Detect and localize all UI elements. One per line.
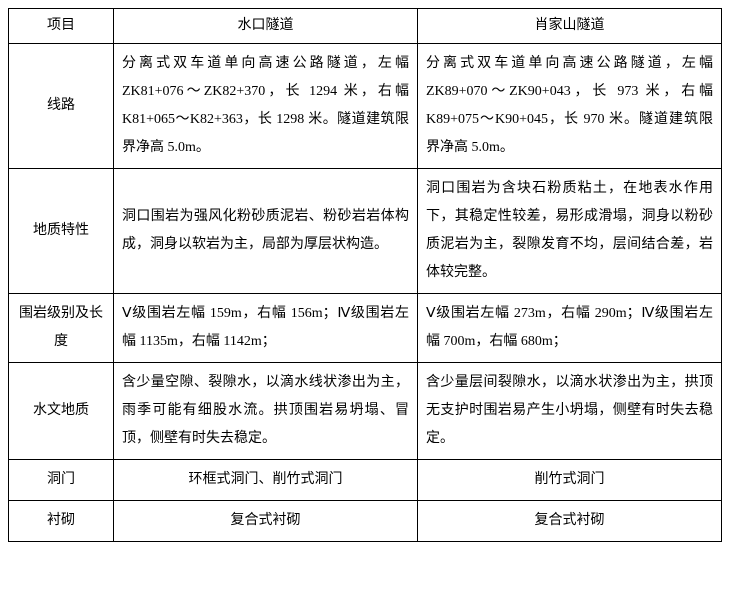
row-cell: 分离式双车道单向高速公路隧道，左幅 ZK89+070～ZK90+043，长 97… [418,44,722,169]
table-body: 项目 水口隧道 肖家山隧道 线路 分离式双车道单向高速公路隧道，左幅 ZK81+… [9,9,722,542]
table-row: 洞门 环框式洞门、削竹式洞门 削竹式洞门 [9,460,722,501]
row-cell: Ⅴ级围岩左幅 159m，右幅 156m；Ⅳ级围岩左幅 1135m，右幅 1142… [114,294,418,363]
row-cell: 环框式洞门、削竹式洞门 [114,460,418,501]
table-row: 地质特性 洞口围岩为强风化粉砂质泥岩、粉砂岩岩体构成，洞身以软岩为主，局部为厚层… [9,169,722,294]
row-label-portal: 洞门 [9,460,114,501]
row-label-route: 线路 [9,44,114,169]
row-cell: 复合式衬砌 [114,501,418,542]
row-label-rock-grade: 围岩级别及长度 [9,294,114,363]
header-cell-project: 项目 [9,9,114,44]
header-cell-tunnel2: 肖家山隧道 [418,9,722,44]
row-label-hydro: 水文地质 [9,363,114,460]
table-header-row: 项目 水口隧道 肖家山隧道 [9,9,722,44]
table-row: 线路 分离式双车道单向高速公路隧道，左幅 ZK81+076～ZK82+370，长… [9,44,722,169]
row-cell: 洞口围岩为含块石粉质粘土，在地表水作用下，其稳定性较差，易形成滑塌，洞身以粉砂质… [418,169,722,294]
row-cell: 复合式衬砌 [418,501,722,542]
row-cell: 含少量层间裂隙水，以滴水状渗出为主，拱顶无支护时围岩易产生小坍塌，侧壁有时失去稳… [418,363,722,460]
row-cell: 含少量空隙、裂隙水，以滴水线状渗出为主，雨季可能有细股水流。拱顶围岩易坍塌、冒顶… [114,363,418,460]
row-cell: 洞口围岩为强风化粉砂质泥岩、粉砂岩岩体构成，洞身以软岩为主，局部为厚层状构造。 [114,169,418,294]
header-cell-tunnel1: 水口隧道 [114,9,418,44]
table-row: 衬砌 复合式衬砌 复合式衬砌 [9,501,722,542]
row-label-lining: 衬砌 [9,501,114,542]
row-cell: 削竹式洞门 [418,460,722,501]
row-label-geology: 地质特性 [9,169,114,294]
row-cell: Ⅴ级围岩左幅 273m，右幅 290m；Ⅳ级围岩左幅 700m，右幅 680m； [418,294,722,363]
tunnel-comparison-table: 项目 水口隧道 肖家山隧道 线路 分离式双车道单向高速公路隧道，左幅 ZK81+… [8,8,722,542]
row-cell: 分离式双车道单向高速公路隧道，左幅 ZK81+076～ZK82+370，长 12… [114,44,418,169]
table-row: 水文地质 含少量空隙、裂隙水，以滴水线状渗出为主，雨季可能有细股水流。拱顶围岩易… [9,363,722,460]
table-row: 围岩级别及长度 Ⅴ级围岩左幅 159m，右幅 156m；Ⅳ级围岩左幅 1135m… [9,294,722,363]
